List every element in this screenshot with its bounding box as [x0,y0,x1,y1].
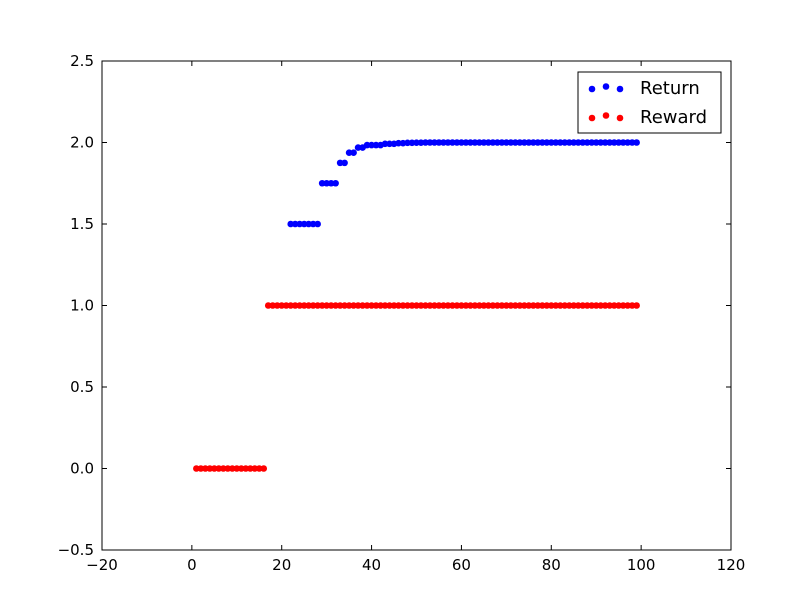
x-tick-label: 100 [627,556,656,574]
legend-marker-return [602,83,610,90]
y-tick-label: 1.5 [70,215,94,233]
y-tick-labels: −0.5 0.0 0.5 1.0 1.5 2.0 2.5 [58,52,94,559]
legend: Return Reward [577,71,722,134]
y-tick-label: −0.5 [58,541,94,559]
y-tick-label: 2.5 [70,52,94,70]
x-tick-label: 40 [362,556,381,574]
point-return [332,179,339,187]
legend-label-reward: Reward [640,107,707,128]
point-return [633,139,640,146]
legend-label-return: Return [640,78,700,99]
y-tick-label: 0.0 [70,460,94,478]
legend-marker-return [588,85,596,93]
legend-marker-reward [588,114,596,122]
plot-frame [101,60,732,551]
y-tick-label: 1.0 [70,297,94,315]
legend-markers [588,83,624,122]
x-tick-label: −20 [86,556,118,574]
point-reward [633,302,640,309]
legend-box [577,71,722,134]
y-tick-label: 2.0 [70,134,94,152]
x-tick-label: 0 [187,556,197,574]
legend-marker-reward [616,114,624,122]
legend-marker-return [616,85,624,93]
x-tick-label: 60 [452,556,471,574]
point-return [341,159,348,167]
point-reward [260,465,268,472]
x-tick-label: 20 [272,556,291,574]
point-return [314,220,321,228]
y-tick-label: 0.5 [70,378,94,396]
x-tick-label: 120 [717,556,746,574]
legend-marker-reward [602,112,610,119]
point-return [350,149,357,156]
x-tick-label: 80 [542,556,561,574]
points-layer [193,139,640,472]
x-tick-labels: −20 0 20 40 60 80 100 120 [86,556,745,574]
